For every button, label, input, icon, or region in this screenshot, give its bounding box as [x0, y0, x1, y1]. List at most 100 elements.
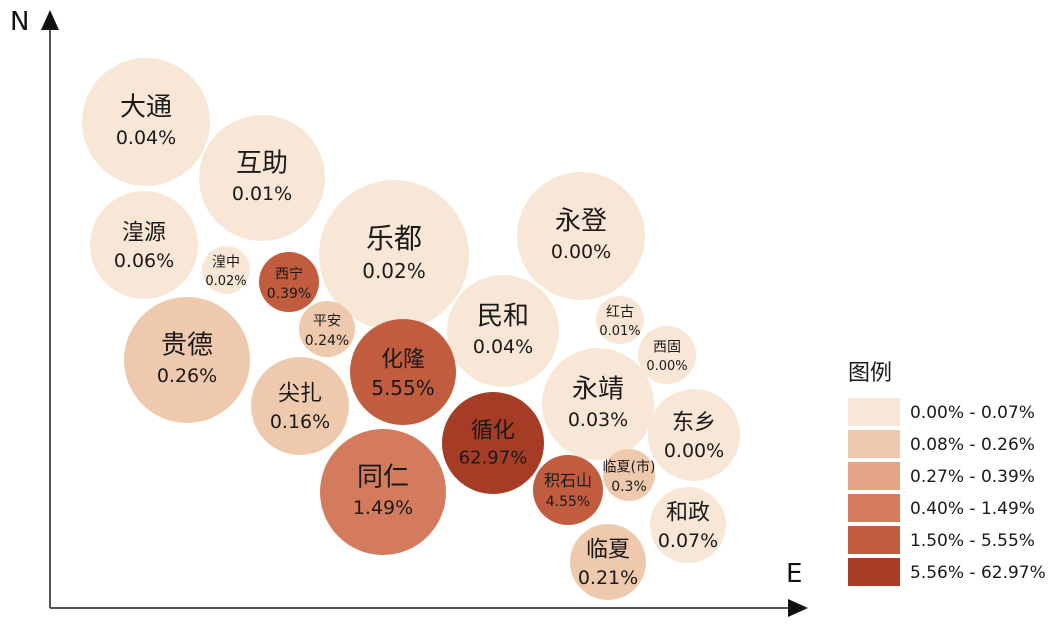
bubble-circle: [320, 429, 446, 555]
bubble: 贵德 0.26%: [124, 297, 250, 423]
bubble-name-label: 西固: [653, 340, 681, 356]
bubble-name-label: 平安: [313, 314, 341, 330]
bubble-value-label: 0.03%: [568, 409, 628, 431]
legend-swatch: [848, 526, 900, 554]
bubble-value-label: 0.00%: [664, 440, 724, 462]
bubble-circle: [251, 357, 349, 455]
bubble-name-label: 湟源: [122, 221, 166, 246]
bubble-value-label: 0.02%: [362, 259, 426, 283]
east-axis-label: E: [786, 559, 802, 589]
bubble-circle: [82, 58, 210, 186]
bubble-name-label: 红古: [606, 305, 634, 321]
bubble-value-label: 0.01%: [599, 324, 640, 339]
bubble-value-label: 0.04%: [116, 127, 176, 149]
bubble: 红古 0.01%: [596, 296, 644, 344]
bubble-value-label: 62.97%: [459, 448, 528, 469]
bubble-name-label: 大通: [120, 93, 172, 123]
bubble: 大通 0.04%: [82, 58, 210, 186]
bubble-value-label: 0.00%: [646, 359, 687, 374]
bubble-layer: 大通 0.04% 互助 0.01% 湟源 0.06% 湟中 0.02% 西宁 0.39% 乐都 0.0…: [82, 58, 740, 600]
bubble: 化隆 5.55%: [350, 319, 456, 425]
bubble: 西宁 0.39%: [259, 252, 319, 312]
bubble-circle: [603, 449, 655, 501]
bubble-value-label: 0.21%: [578, 567, 638, 589]
bubble-circle: [350, 319, 456, 425]
bubble-name-label: 和政: [666, 501, 710, 526]
legend-swatch: [848, 558, 900, 586]
bubble-circle: [648, 389, 740, 481]
bubble: 民和 0.04%: [447, 275, 559, 387]
bubble: 平安 0.24%: [299, 301, 355, 357]
bubble-circle: [299, 301, 355, 357]
bubble: 乐都 0.02%: [319, 180, 469, 330]
bubble-name-label: 东乡: [672, 411, 716, 436]
bubble-circle: [442, 392, 544, 494]
bubble: 临夏(市) 0.3%: [603, 449, 656, 501]
bubble-name-label: 乐都: [366, 222, 422, 255]
bubble-circle: [542, 348, 654, 460]
bubble: 湟源 0.06%: [90, 191, 198, 299]
legend-swatch: [848, 430, 900, 458]
bubble: 尖扎 0.16%: [251, 357, 349, 455]
bubble-name-label: 永登: [555, 207, 607, 237]
bubble-value-label: 0.24%: [305, 333, 349, 349]
legend-label: 0.27% - 0.39%: [910, 467, 1035, 487]
bubble-circle: [533, 455, 603, 525]
bubble-circle: [638, 326, 696, 384]
bubble-name-label: 循化: [471, 419, 515, 444]
bubble-name-label: 尖扎: [278, 382, 322, 407]
bubble-value-label: 0.26%: [157, 365, 217, 387]
bubble-value-label: 0.07%: [658, 530, 718, 552]
bubble-circle: [517, 172, 645, 300]
legend-label: 1.50% - 5.55%: [910, 531, 1035, 551]
legend-swatch: [848, 398, 900, 426]
bubble-name-label: 贵德: [161, 331, 213, 361]
north-arrow-icon: [41, 10, 59, 30]
bubble-value-label: 0.00%: [551, 241, 611, 263]
legend-swatch: [848, 462, 900, 490]
bubble-value-label: 0.3%: [611, 479, 647, 495]
legend-title: 图例: [848, 361, 892, 386]
bubble-value-label: 5.55%: [371, 376, 435, 400]
legend-label: 0.00% - 0.07%: [910, 403, 1035, 423]
bubble: 循化 62.97%: [442, 392, 544, 494]
bubble: 湟中 0.02%: [202, 246, 250, 294]
bubble-circle: [90, 191, 198, 299]
bubble-value-label: 0.39%: [267, 286, 311, 302]
bubble-name-label: 同仁: [357, 463, 409, 493]
bubble-value-label: 4.55%: [546, 494, 590, 510]
north-axis-label: N: [10, 7, 29, 37]
bubble-circle: [596, 296, 644, 344]
bubble-circle: [447, 275, 559, 387]
bubble: 永靖 0.03%: [542, 348, 654, 460]
bubble-circle: [259, 252, 319, 312]
bubble: 互助 0.01%: [199, 115, 325, 241]
legend-label: 0.40% - 1.49%: [910, 499, 1035, 519]
bubble-circle: [202, 246, 250, 294]
bubble-value-label: 0.01%: [232, 183, 292, 205]
bubble-value-label: 0.06%: [114, 250, 174, 272]
bubble-name-label: 湟中: [212, 255, 240, 271]
axes: N E: [10, 7, 808, 617]
bubble-value-label: 0.02%: [205, 274, 246, 289]
bubble-name-label: 临夏(市): [603, 459, 656, 476]
bubble-name-label: 化隆: [381, 348, 425, 373]
legend: 图例 0.00% - 0.07% 0.08% - 0.26% 0.27% - 0.3…: [848, 361, 1046, 586]
bubble-circle: [199, 115, 325, 241]
bubble-name-label: 临夏: [586, 538, 630, 563]
bubble-circle: [319, 180, 469, 330]
legend-label: 0.08% - 0.26%: [910, 435, 1035, 455]
bubble-name-label: 西宁: [275, 266, 303, 283]
bubble: 临夏 0.21%: [570, 524, 646, 600]
bubble-circle: [570, 524, 646, 600]
bubble: 永登 0.00%: [517, 172, 645, 300]
legend-swatch: [848, 494, 900, 522]
bubble-name-label: 民和: [477, 302, 529, 332]
bubble-value-label: 1.49%: [353, 497, 413, 519]
bubble-value-label: 0.04%: [473, 336, 533, 358]
bubble-name-label: 永靖: [572, 375, 624, 405]
bubble-name-label: 积石山: [544, 471, 592, 490]
legend-items: 0.00% - 0.07% 0.08% - 0.26% 0.27% - 0.39% 0…: [848, 398, 1046, 586]
legend-label: 5.56% - 62.97%: [910, 563, 1046, 583]
